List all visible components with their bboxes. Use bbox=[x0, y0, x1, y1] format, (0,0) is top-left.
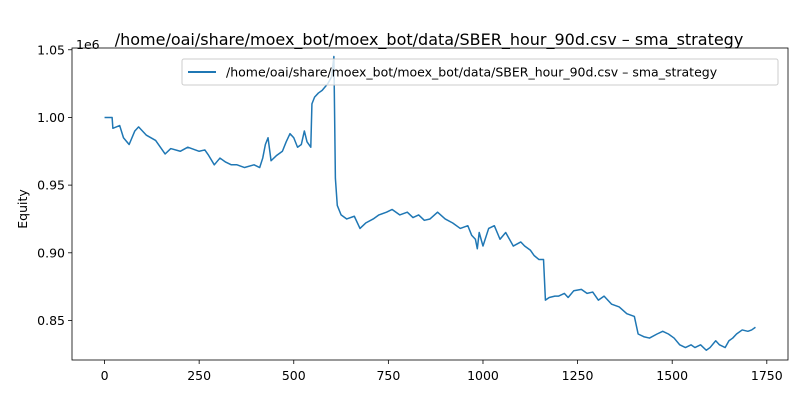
y-tick-label: 0.85 bbox=[37, 313, 65, 328]
legend: /home/oai/share/moex_bot/moex_bot/data/S… bbox=[181, 58, 779, 86]
x-tick-label: 250 bbox=[187, 368, 211, 383]
x-tick-label: 0 bbox=[101, 368, 109, 383]
x-tick-label: 500 bbox=[282, 368, 306, 383]
legend-box bbox=[181, 58, 779, 86]
plot-area: 0 250 500 750 1000 1250 1500 1750 0.85 0.90 0.95 1… bbox=[37, 42, 789, 383]
x-tick-label: 1750 bbox=[751, 368, 783, 383]
x-tick-label: 750 bbox=[376, 368, 400, 383]
x-tick-label: 1500 bbox=[656, 368, 688, 383]
legend-label: /home/oai/share/moex_bot/moex_bot/data/S… bbox=[226, 65, 718, 80]
series-layer bbox=[104, 55, 756, 351]
y-axis-title: Equity bbox=[15, 189, 30, 229]
x-axis: 0 250 500 750 1000 1250 1500 1750 bbox=[101, 360, 783, 383]
y-tick-label: 1.05 bbox=[37, 42, 65, 57]
x-tick-label: 1000 bbox=[467, 368, 499, 383]
chart-title: /home/oai/share/moex_bot/moex_bot/data/S… bbox=[115, 30, 744, 50]
equity-series-line bbox=[104, 55, 756, 351]
x-tick-label: 1250 bbox=[562, 368, 594, 383]
y-axis-offset-label: 1e6 bbox=[76, 37, 100, 52]
y-tick-label: 0.95 bbox=[37, 178, 65, 193]
y-tick-label: 1.00 bbox=[37, 110, 65, 125]
y-axis: 0.85 0.90 0.95 1.00 1.05 bbox=[37, 42, 72, 328]
y-tick-label: 0.90 bbox=[37, 245, 65, 260]
axes-frame bbox=[71, 47, 789, 361]
